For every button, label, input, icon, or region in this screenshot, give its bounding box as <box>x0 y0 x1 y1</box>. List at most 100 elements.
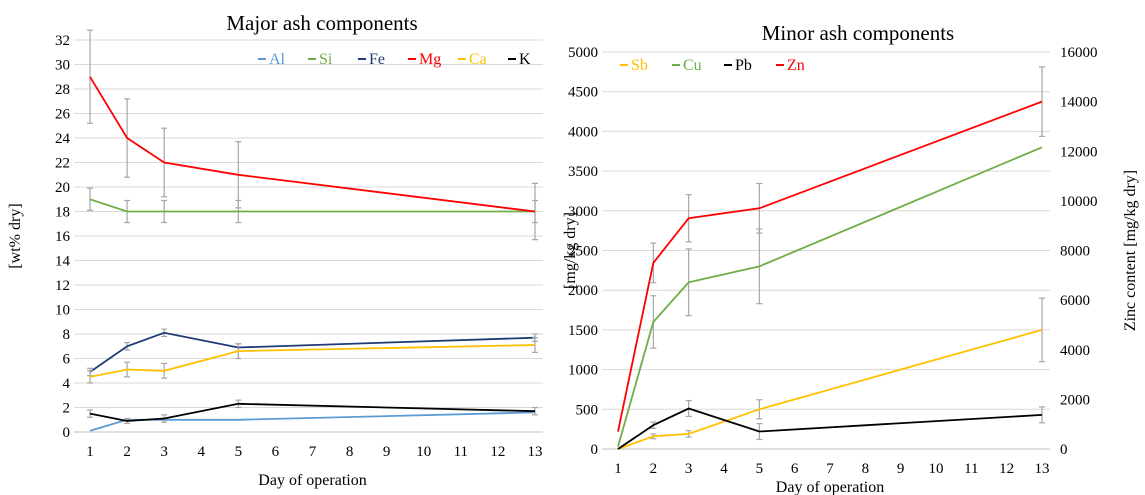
legend: Sb Cu Pb Zn <box>620 57 805 74</box>
x-tick-label: 11 <box>964 461 978 477</box>
series-fe <box>87 328 538 377</box>
legend-item-sb: Sb <box>620 57 648 74</box>
y-tick-label: 2500 <box>568 244 598 260</box>
series-k <box>87 399 538 425</box>
series-line-si <box>89 198 535 213</box>
y-tick-label: 22 <box>55 156 70 172</box>
legend-label: K <box>519 51 531 68</box>
y2-tick-label: 12000 <box>1060 144 1098 160</box>
series-line-zn <box>617 100 1043 432</box>
x-tick-label: 13 <box>528 444 543 460</box>
x-tick-label: 12 <box>490 444 505 460</box>
legend-label: Al <box>269 51 286 68</box>
x-tick-label: 10 <box>929 461 944 477</box>
y2-tick-label: 8000 <box>1060 244 1090 260</box>
y-tick-label: 4000 <box>568 124 598 140</box>
legend-label: Pb <box>735 57 752 74</box>
x-axis-label: Day of operation <box>258 472 366 489</box>
y-tick-label: 30 <box>55 58 70 74</box>
series-al <box>89 411 536 432</box>
chart-title: Minor ash components <box>762 21 954 45</box>
legend-label: Ca <box>469 51 487 68</box>
x-tick-label: 8 <box>346 444 354 460</box>
y2-tick-label: 2000 <box>1060 392 1090 408</box>
y-tick-label: 4500 <box>568 85 598 101</box>
y2-tick-label: 0 <box>1060 442 1068 458</box>
series-sb <box>617 297 1045 450</box>
x-tick-label: 1 <box>86 444 94 460</box>
y-tick-label: 1500 <box>568 323 598 339</box>
legend-label: Fe <box>369 51 385 68</box>
x-tick-label: 5 <box>756 461 764 477</box>
series-line-ca <box>89 344 536 378</box>
chart-panel-2: 0 500 1000 1500 2000 2500 3000 3500 4000 4500 5000… <box>562 21 1139 495</box>
x-tick-label: 3 <box>160 444 168 460</box>
x-tick-label: 6 <box>791 461 799 477</box>
y-tick-label: 20 <box>55 180 70 196</box>
y-axis-label: [mg/kg dry] <box>562 212 579 289</box>
x-tick-label: 8 <box>862 461 870 477</box>
series-si <box>87 187 538 224</box>
y2-tick-label: 14000 <box>1060 95 1098 111</box>
y-tick-label: 4 <box>63 376 71 392</box>
y-tick-label: 24 <box>55 131 71 147</box>
series-mg <box>87 29 538 241</box>
x-tick-label: 1 <box>614 461 622 477</box>
y-tick-label: 18 <box>55 205 70 221</box>
series-line-fe <box>89 331 536 373</box>
legend-item-fe: Fe <box>358 51 385 68</box>
y-tick-label: 26 <box>55 107 71 123</box>
x-tick-label: 9 <box>897 461 905 477</box>
y-tick-label: 8 <box>63 327 71 343</box>
x-axis-label: Day of operation <box>776 479 884 495</box>
legend-item-k: K <box>508 51 531 68</box>
series-zn <box>617 66 1045 432</box>
y-axis-label: [wt% dry] <box>7 203 24 268</box>
series-line-mg <box>89 76 536 213</box>
y-tick-label: 0 <box>591 442 599 458</box>
x-tick-label: 4 <box>720 461 728 477</box>
legend-label: Cu <box>683 57 702 74</box>
legend: Al Si Fe Mg Ca K <box>258 51 531 68</box>
legend-label: Mg <box>419 51 441 68</box>
series-ca <box>87 337 538 384</box>
x-tick-label: 10 <box>416 444 431 460</box>
legend-label: Si <box>319 51 333 68</box>
legend-item-ca: Ca <box>458 51 487 68</box>
y2-tick-label: 4000 <box>1060 343 1090 359</box>
x-tick-label: 7 <box>309 444 317 460</box>
y-tick-label: 2 <box>63 401 71 417</box>
x-tick-label: 6 <box>272 444 280 460</box>
x-tick-label: 9 <box>383 444 391 460</box>
legend-label: Zn <box>787 57 805 74</box>
x-tick-label: 7 <box>826 461 834 477</box>
series-line-cu <box>617 146 1043 447</box>
y-tick-label: 2000 <box>568 283 598 299</box>
series-line-al <box>89 411 536 432</box>
legend-item-zn: Zn <box>776 57 805 74</box>
series-line-pb <box>617 407 1043 450</box>
y-tick-label: 16 <box>55 229 71 245</box>
x-tick-label: 3 <box>685 461 693 477</box>
y-tick-label: 3500 <box>568 164 598 180</box>
y-tick-label: 3000 <box>568 204 598 220</box>
y-tick-label: 14 <box>55 254 71 270</box>
y-tick-label: 500 <box>576 402 599 418</box>
series-line-sb <box>617 329 1043 450</box>
series-pb <box>617 399 1045 450</box>
y2-axis-label: Zinc content [mg/kg dry] <box>1122 170 1139 331</box>
y-tick-label: 12 <box>55 278 70 294</box>
y-tick-label: 28 <box>55 82 70 98</box>
y-tick-label: 5000 <box>568 45 598 61</box>
y2-tick-label: 16000 <box>1060 45 1098 61</box>
x-tick-label: 5 <box>235 444 243 460</box>
x-tick-label: 13 <box>1035 461 1050 477</box>
y-tick-label: 10 <box>55 303 70 319</box>
y2-tick-label: 6000 <box>1060 293 1090 309</box>
x-tick-label: 12 <box>999 461 1014 477</box>
y-tick-label: 6 <box>63 352 71 368</box>
legend-item-mg: Mg <box>408 51 441 68</box>
legend-item-si: Si <box>308 51 333 68</box>
